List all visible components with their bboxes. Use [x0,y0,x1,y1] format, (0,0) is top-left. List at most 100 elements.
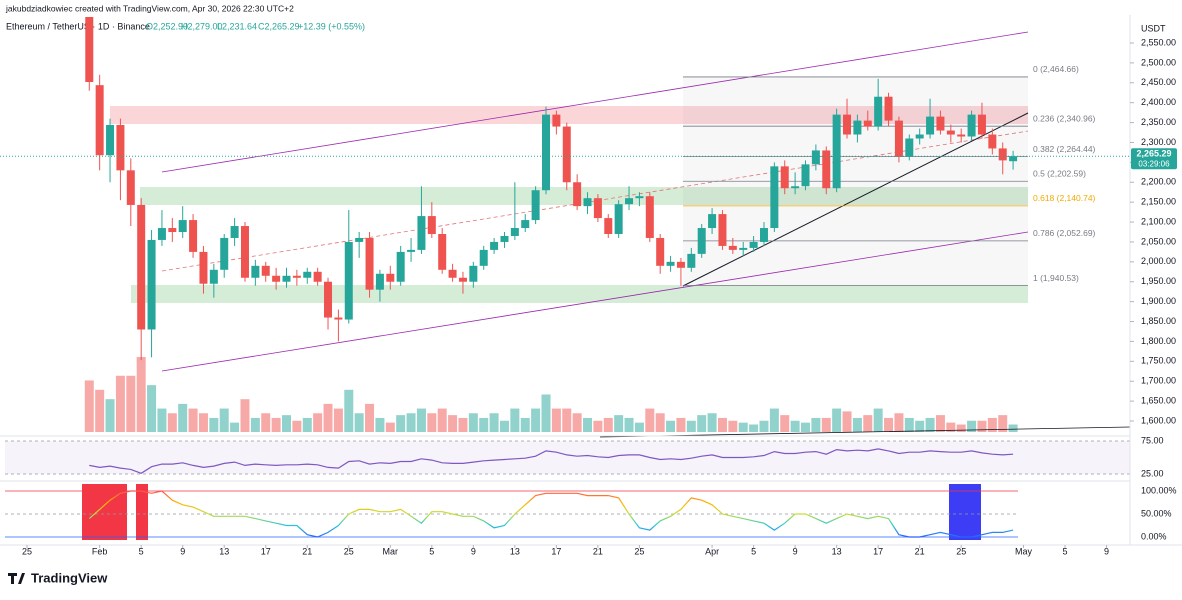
volume-bar [666,420,676,432]
y-tick-label: 2,000.00 [1141,256,1176,266]
candle-body [189,220,198,252]
fib-label: 0.382 (2,264.44) [1033,144,1096,154]
volume-bar [344,389,354,432]
overbought-block [82,484,127,540]
candle-body [645,196,654,238]
candle-body [749,241,758,248]
volume-bar [614,415,624,432]
candle-body [874,96,883,127]
volume-trend [599,426,1131,438]
oscillator-tick-label: 0.00% [1141,531,1167,541]
candle-body [292,275,301,278]
candle-body [635,196,644,199]
y-tick-label: 1,600.00 [1141,415,1176,425]
candle-body [926,116,935,135]
volume-bar [385,422,395,432]
volume-bar [240,399,250,432]
fib-band [683,76,1028,127]
y-tick-label: 1,900.00 [1141,296,1176,306]
candle-body [199,251,208,284]
candle-body [676,261,685,268]
last-price-label: 2,265.29 [1136,149,1171,159]
volume-bar [147,385,157,432]
volume-bar [188,408,198,432]
volume-bar [832,408,842,432]
volume-bar [686,420,696,432]
x-tick-label: 5 [751,546,756,556]
volume-bar [967,420,977,432]
x-tick-label: 5 [1062,546,1067,556]
trend-line [682,112,1029,287]
volume-bar [499,420,509,432]
candle-body [552,114,561,127]
candle-body [147,239,156,330]
legend-symbol: Ethereum / TetherUS · 1D · Binance [6,21,150,31]
candle-body [791,186,800,189]
volume-bar [749,424,759,432]
oscillator-tick-label: 100.00% [1141,485,1177,495]
candle-body [85,17,94,82]
volume-bar [271,417,281,432]
volume-bar [250,417,260,432]
logo: TradingView [8,570,108,585]
volume-bar [811,417,821,432]
fib-label: 0.5 (2,202.59) [1033,168,1086,178]
y-tick-label: 2,350.00 [1141,117,1176,127]
candle-body [998,148,1007,161]
support-zone [131,285,1028,303]
volume-bar [448,415,458,432]
candle-body [977,114,986,135]
candle-body [126,170,135,205]
candle-body [780,166,789,189]
candle-body [884,96,893,121]
candle-body [344,241,353,320]
y-tick-label: 2,450.00 [1141,77,1176,87]
volume-bar [946,422,956,432]
candle-body [500,235,509,242]
volume-bar [416,408,426,432]
legend-close: C2,265.29 [258,21,300,31]
drawings [110,31,1029,372]
candle-body [490,241,499,250]
volume-bar [593,420,603,432]
oscillator-tick-label: 50.00% [1141,508,1172,518]
volume-bar [894,413,904,432]
candle-body [936,116,945,131]
volume-bar [292,420,302,432]
candle-body [303,271,312,278]
candle-body [894,120,903,157]
header: jakubdziadkowiec created with TradingVie… [5,3,294,13]
candle-body [178,220,187,232]
volume-bar [427,413,437,432]
volume-bar [935,415,945,432]
x-tick-label: Feb [92,546,108,556]
x-tick-label: 21 [593,546,603,556]
volume-bar [801,422,810,432]
oscillator-line [88,490,1014,538]
volume-bar [84,380,94,432]
candle-body [458,277,467,282]
last-price-box [1131,148,1177,170]
candle-body [365,237,374,290]
volume-bar [583,417,593,432]
candle-body [251,265,260,278]
volume-bar [323,403,333,432]
x-tick-label: 13 [832,546,842,556]
x-tick-label: 17 [551,546,561,556]
volume-bar [707,413,717,432]
x-tick-label: 25 [956,546,966,556]
x-tick-label: 13 [219,546,229,556]
candle-body [739,247,748,250]
rsi-tick-label: 75.00 [1141,435,1164,445]
indicators: 75.00 25.00 100.00% 50.00% 0.00% [5,435,1177,541]
volume-bar [531,408,541,432]
volume-bar [126,375,136,432]
x-tick-label: 25 [344,546,354,556]
volume-bar [998,415,1008,432]
resistance-zone [110,106,1028,124]
y-tick-label: 1,650.00 [1141,395,1176,405]
y-tick-label: 2,050.00 [1141,236,1176,246]
candle-body [438,233,447,270]
candle-body [625,198,634,205]
candle-body [1009,156,1018,162]
